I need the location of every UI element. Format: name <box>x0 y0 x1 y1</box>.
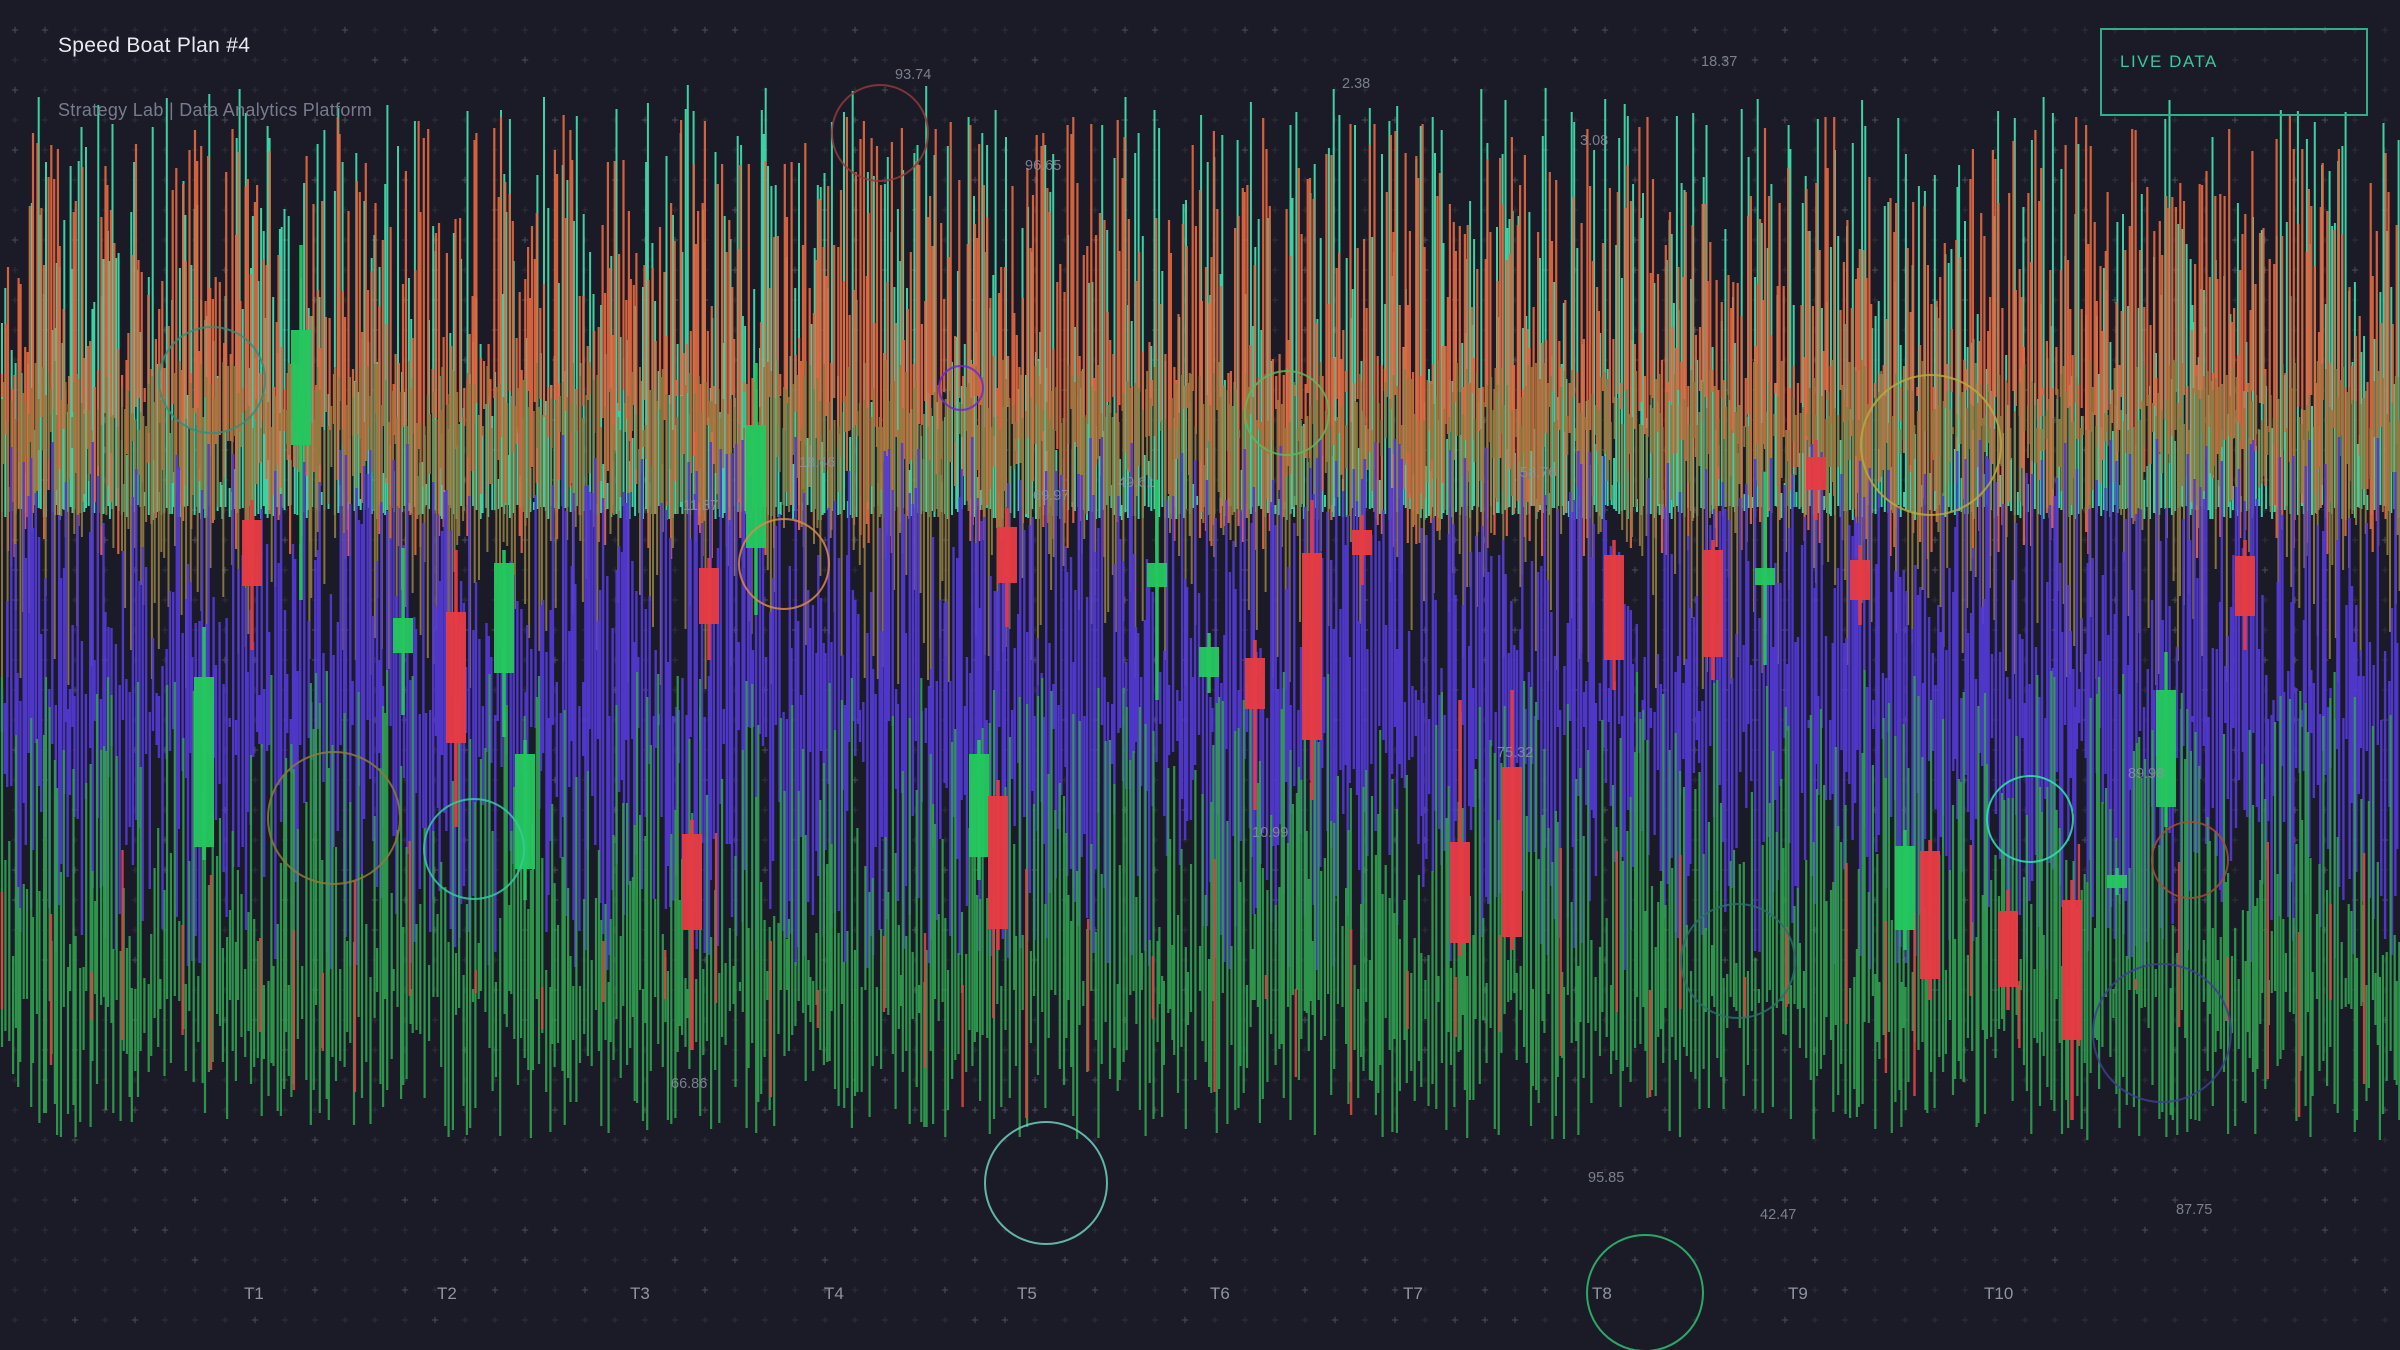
page-subtitle: Strategy Lab | Data Analytics Platform <box>58 100 373 120</box>
candle-body <box>515 754 535 869</box>
scatter-circle <box>2151 821 2229 899</box>
value-label: 18.46 <box>799 455 835 471</box>
candle-body <box>1502 767 1522 937</box>
candle-body <box>1920 851 1940 979</box>
x-axis-label: T3 <box>630 1284 650 1303</box>
candle-body <box>682 834 702 930</box>
candle-body <box>242 520 262 586</box>
candle-body <box>1450 842 1470 943</box>
candle-body <box>1850 560 1870 600</box>
scatter-circle <box>1680 903 1796 1019</box>
candle-body <box>699 568 719 624</box>
scatter-circle <box>1586 1234 1704 1350</box>
candle-body <box>1352 530 1372 555</box>
page-title: Speed Boat Plan #4 <box>58 34 251 57</box>
value-label: 10.99 <box>1252 825 1288 841</box>
candle-body <box>1895 846 1915 930</box>
x-axis-label: T5 <box>1017 1284 1037 1303</box>
scatter-circle <box>267 751 401 885</box>
value-label: 93.74 <box>895 67 931 83</box>
candle-body <box>1245 658 1265 709</box>
candle-body <box>1302 553 1322 740</box>
x-axis-label: T8 <box>1592 1284 1612 1303</box>
value-label: 49.61 <box>1118 475 1154 491</box>
candle-body <box>393 618 413 653</box>
scatter-circle <box>984 1121 1108 1245</box>
candle-body <box>2107 875 2127 888</box>
candle-body <box>1199 647 1219 677</box>
candle-body <box>2235 556 2255 616</box>
candle-body <box>1147 563 1167 587</box>
value-label: 96.65 <box>1025 158 1061 174</box>
candle-body <box>2156 690 2176 807</box>
scatter-circle <box>1986 775 2074 863</box>
scatter-circle <box>423 798 525 900</box>
scatter-circle <box>158 326 266 434</box>
value-label: 42.47 <box>1760 1207 1796 1223</box>
value-label: 66.86 <box>671 1076 707 1092</box>
candle-body <box>194 677 214 847</box>
x-axis-label: T4 <box>824 1284 844 1303</box>
candle-body <box>1604 555 1624 660</box>
live-data-label: LIVE DATA <box>2120 52 2218 71</box>
series-red-sparse <box>0 833 2366 1118</box>
scatter-circle <box>1860 374 2002 516</box>
scatter-circle <box>1244 370 1330 456</box>
scatter-circle <box>738 518 830 610</box>
live-data-badge: LIVE DATA <box>2100 28 2368 116</box>
value-label: 69.97 <box>1033 488 1069 504</box>
series-olive-spikes <box>1 360 2400 690</box>
x-axis-label: T9 <box>1788 1284 1808 1303</box>
value-label: 3.08 <box>1580 133 1608 149</box>
candle-body <box>1755 568 1775 585</box>
candle-body <box>1806 457 1826 490</box>
candle-body <box>969 754 989 857</box>
value-label: 89.98 <box>2128 766 2164 782</box>
x-axis-label: T1 <box>244 1284 264 1303</box>
candle-body <box>1998 911 2018 987</box>
scatter-circle <box>831 84 929 182</box>
value-label: 87.75 <box>2176 1202 2212 1218</box>
value-label: 95.85 <box>1588 1170 1624 1186</box>
candle-body <box>746 425 766 548</box>
value-label: 58.76 <box>1520 465 1556 481</box>
candle-body <box>997 527 1017 583</box>
scatter-circle <box>938 365 984 411</box>
candle-body <box>988 796 1008 929</box>
value-label: 18.37 <box>1701 54 1737 70</box>
candle-body <box>291 330 311 445</box>
value-label: 75.32 <box>1497 745 1533 761</box>
series-green-spikes <box>0 670 2400 1140</box>
value-label: 11.87 <box>683 498 718 514</box>
candle-body <box>494 563 514 673</box>
candle-body <box>2062 900 2082 1040</box>
candle-body <box>446 612 466 743</box>
x-axis-label: T10 <box>1984 1284 2013 1303</box>
x-axis-label: T2 <box>437 1284 457 1303</box>
x-axis-label: T6 <box>1210 1284 1230 1303</box>
candle-body <box>1703 550 1723 657</box>
value-label: 2.38 <box>1342 76 1370 92</box>
scatter-circle <box>2092 963 2232 1103</box>
x-axis-label: T7 <box>1403 1284 1423 1303</box>
